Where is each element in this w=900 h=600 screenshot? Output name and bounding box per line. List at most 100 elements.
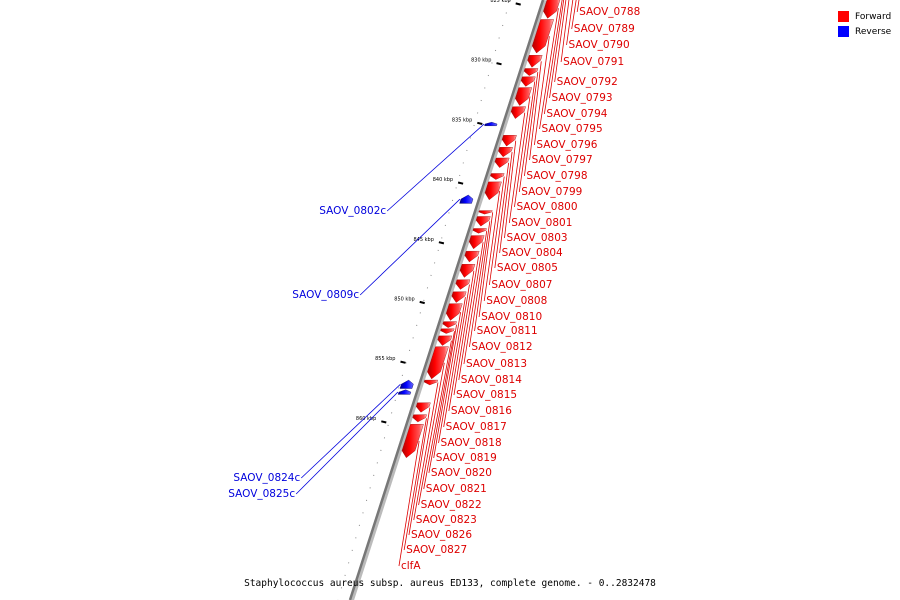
tick-label-860: 860 kbp <box>356 416 376 422</box>
gene-label-saov_0805[interactable]: SAOV_0805 <box>497 262 558 274</box>
gene-feature-saov_0825c[interactable] <box>397 389 412 395</box>
gene-label-saov_0826[interactable]: SAOV_0826 <box>411 529 472 541</box>
gene-label-saov_0807[interactable]: SAOV_0807 <box>491 279 552 291</box>
gene-label-saov_0818[interactable]: SAOV_0818 <box>441 437 502 449</box>
gene-feature-saov_0800[interactable] <box>515 87 533 106</box>
legend-swatch-reverse <box>838 26 849 37</box>
gene-feature-saov_0802c[interactable] <box>484 121 498 127</box>
gene-feature-saov_0817[interactable] <box>451 291 467 303</box>
gene-feature-saov_0807[interactable] <box>490 173 505 180</box>
backbone-shadow <box>349 0 547 600</box>
gene-feature-saov_0808[interactable] <box>484 181 502 201</box>
gene-feature-saov_0812[interactable] <box>472 228 487 234</box>
gene-label-saov_0802c[interactable]: SAOV_0802c <box>319 205 386 217</box>
gene-label-saov_0809c[interactable]: SAOV_0809c <box>292 289 359 301</box>
gene-label-saov_0792[interactable]: SAOV_0792 <box>557 76 618 88</box>
tick-mark-840 <box>457 181 464 185</box>
tick-mark-835 <box>477 121 483 125</box>
gene-label-saov_0820[interactable]: SAOV_0820 <box>431 467 492 479</box>
gene-label-saov_0797[interactable]: SAOV_0797 <box>532 154 593 166</box>
leader-line-saov_0810 <box>478 212 494 318</box>
leader-line-saov_0790 <box>566 0 574 46</box>
gene-feature-saov_0823[interactable] <box>423 379 438 386</box>
gene-feature-saov_0799[interactable] <box>520 76 536 87</box>
gene-feature-saov_0797[interactable] <box>527 55 543 68</box>
gene-label-saov_0817[interactable]: SAOV_0817 <box>446 421 507 433</box>
leader-line-saov_0802c <box>386 123 485 212</box>
gene-label-saov_0821[interactable]: SAOV_0821 <box>426 483 487 495</box>
gene-label-saov_0799[interactable]: SAOV_0799 <box>521 186 582 198</box>
gene-feature-saov_0804[interactable] <box>498 147 513 158</box>
tick-mark-860 <box>381 420 387 424</box>
gene-feature-saov_0821[interactable] <box>437 335 453 346</box>
leader-line-saov_0821 <box>423 340 452 490</box>
gene-feature-saov_0809c[interactable] <box>459 194 474 204</box>
gene-feature-saov_0826[interactable] <box>415 402 431 413</box>
leader-layer <box>295 0 580 567</box>
gene-label-saov_0791[interactable]: SAOV_0791 <box>563 56 624 68</box>
gene-label-clfa[interactable]: clfA <box>401 560 421 572</box>
gene-label-saov_0813[interactable]: SAOV_0813 <box>466 358 527 370</box>
gene-label-saov_0816[interactable]: SAOV_0816 <box>451 405 512 417</box>
gene-label-saov_0795[interactable]: SAOV_0795 <box>542 123 603 135</box>
gene-label-saov_0798[interactable]: SAOV_0798 <box>526 170 587 182</box>
leader-line-saov_0795 <box>539 8 559 130</box>
tick-label-850: 850 kbp <box>394 297 414 303</box>
gene-label-saov_0823[interactable]: SAOV_0823 <box>416 514 477 526</box>
gene-label-saov_0808[interactable]: SAOV_0808 <box>486 295 547 307</box>
gene-feature-saov_0803[interactable] <box>501 135 517 147</box>
gene-feature-saov_0796[interactable] <box>531 19 554 54</box>
leader-line-saov_0825c <box>295 391 399 495</box>
tick-mark-825 <box>515 2 521 6</box>
gene-label-saov_0825c[interactable]: SAOV_0825c <box>228 488 295 500</box>
gene-label-saov_0812[interactable]: SAOV_0812 <box>471 341 532 353</box>
gene-label-saov_0819[interactable]: SAOV_0819 <box>436 452 497 464</box>
gene-label-saov_0803[interactable]: SAOV_0803 <box>506 232 567 244</box>
gene-label-saov_0810[interactable]: SAOV_0810 <box>481 311 542 323</box>
gene-label-saov_0814[interactable]: SAOV_0814 <box>461 374 522 386</box>
gene-label-saov_0804[interactable]: SAOV_0804 <box>502 247 563 259</box>
leader-line-saov_0812 <box>469 230 488 348</box>
tick-label-825: 825 kbp <box>490 0 510 4</box>
gene-feature-saov_0805[interactable] <box>494 157 510 168</box>
gene-label-saov_0824c[interactable]: SAOV_0824c <box>233 472 300 484</box>
gene-label-saov_0796[interactable]: SAOV_0796 <box>536 139 597 151</box>
gene-feature-saov_0816[interactable] <box>455 279 471 290</box>
leader-line-saov_0815 <box>453 270 475 396</box>
gene-feature-saov_0810[interactable] <box>478 210 493 215</box>
leader-line-saov_0807 <box>488 176 505 286</box>
leader-line-saov_0796 <box>533 36 550 146</box>
gene-label-saov_0815[interactable]: SAOV_0815 <box>456 389 517 401</box>
gene-label-saov_0789[interactable]: SAOV_0789 <box>574 23 635 35</box>
gene-label-saov_0793[interactable]: SAOV_0793 <box>552 92 613 104</box>
gene-feature-saov_0813[interactable] <box>468 235 485 250</box>
gene-feature-saov_0822[interactable] <box>427 346 449 380</box>
leader-line-saov_0804 <box>499 152 513 254</box>
gene-feature-saov_0827[interactable] <box>412 414 427 423</box>
leader-line-saov_0799 <box>518 81 536 193</box>
gene-label-saov_0801[interactable]: SAOV_0801 <box>511 217 572 229</box>
gene-feature-saov_0811[interactable] <box>475 216 491 227</box>
gene-label-saov_0794[interactable]: SAOV_0794 <box>546 108 607 120</box>
gene-feature-saov_0798[interactable] <box>523 68 539 76</box>
legend-item-reverse: Reverse <box>838 24 891 39</box>
gene-feature-saov_0818[interactable] <box>445 303 463 321</box>
gene-feature-saov_0814[interactable] <box>464 250 480 263</box>
gene-feature-saov_0795[interactable] <box>543 0 561 19</box>
gene-label-saov_0827[interactable]: SAOV_0827 <box>406 544 467 556</box>
gene-label-saov_0822[interactable]: SAOV_0822 <box>421 499 482 511</box>
gene-feature-saov_0801[interactable] <box>510 106 526 119</box>
gene-label-saov_0790[interactable]: SAOV_0790 <box>569 39 630 51</box>
leader-line-saov_0797 <box>529 61 542 161</box>
gene-label-saov_0788[interactable]: SAOV_0788 <box>579 6 640 18</box>
gene-feature-clfa[interactable] <box>401 424 424 458</box>
gene-feature-saov_0820[interactable] <box>440 328 455 334</box>
leader-line-saov_0811 <box>474 221 491 332</box>
gene-label-layer: SAOV_0788 SAOV_0789 SAOV_0790 SAOV_0791 SAOV… <box>228 6 640 572</box>
gene-label-saov_0811[interactable]: SAOV_0811 <box>477 325 538 337</box>
legend: Forward Reverse <box>838 9 891 39</box>
gene-feature-saov_0824c[interactable] <box>399 379 414 389</box>
gene-feature-saov_0815[interactable] <box>459 264 476 278</box>
gene-label-saov_0800[interactable]: SAOV_0800 <box>516 201 577 213</box>
gene-feature-saov_0819[interactable] <box>442 321 457 328</box>
